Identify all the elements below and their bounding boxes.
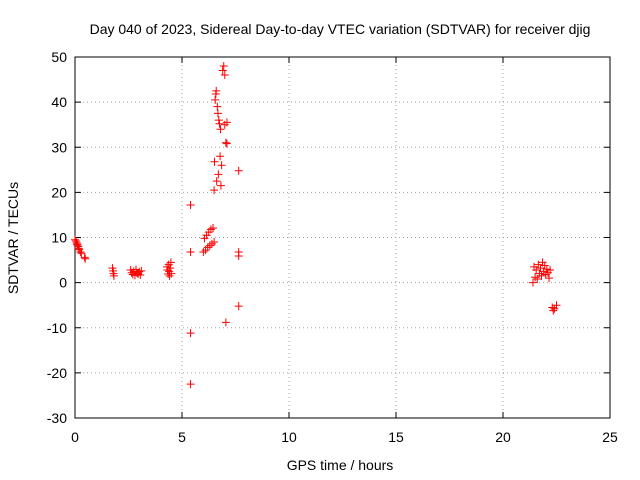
data-point	[221, 138, 230, 147]
x-tick-label: 25	[602, 429, 618, 445]
data-point	[167, 269, 176, 278]
data-point	[137, 266, 146, 275]
data-point	[210, 238, 219, 247]
data-point	[214, 116, 223, 125]
y-tick-label: -30	[47, 410, 67, 426]
data-point	[234, 252, 243, 261]
data-point	[166, 264, 175, 273]
data-point	[203, 243, 212, 252]
data-point	[109, 271, 118, 280]
x-axis-label: GPS time / hours	[287, 457, 394, 473]
y-tick-label: -10	[47, 320, 67, 336]
data-point	[211, 95, 220, 104]
data-point	[81, 254, 90, 263]
data-point	[216, 152, 225, 161]
data-point	[534, 260, 543, 269]
data-point	[80, 253, 89, 262]
data-point	[136, 270, 145, 279]
data-point	[542, 265, 551, 274]
data-point	[215, 119, 224, 128]
x-tick-label: 15	[388, 429, 404, 445]
data-point	[222, 139, 231, 148]
data-point	[77, 249, 86, 258]
data-point	[541, 270, 550, 279]
data-point	[206, 225, 215, 234]
data-point	[540, 261, 549, 270]
x-tick-label: 0	[71, 429, 79, 445]
data-point	[221, 318, 230, 327]
data-point	[216, 125, 225, 134]
data-point	[212, 177, 221, 186]
data-point	[234, 302, 243, 311]
data-points	[71, 62, 561, 389]
data-point	[212, 86, 221, 95]
data-point	[186, 247, 195, 256]
data-point	[214, 170, 223, 179]
data-point	[219, 62, 228, 71]
y-axis-label: SDTVAR / TECUs	[5, 182, 21, 294]
data-point	[537, 271, 546, 280]
data-point	[76, 247, 85, 256]
data-point	[210, 157, 219, 166]
data-point	[533, 275, 542, 284]
data-point	[220, 71, 229, 80]
x-tick-label: 10	[281, 429, 297, 445]
data-point	[209, 224, 218, 233]
data-point	[218, 66, 227, 75]
data-point	[213, 102, 222, 111]
x-axis-ticks: 0 5 10 15 20 25	[71, 57, 618, 445]
chart-grid	[75, 57, 610, 418]
data-point	[549, 306, 558, 315]
data-point	[210, 186, 219, 195]
data-point	[213, 109, 222, 118]
data-point	[550, 304, 559, 313]
data-point	[528, 278, 537, 287]
y-tick-label: 0	[59, 275, 67, 291]
x-tick-label: 5	[178, 429, 186, 445]
y-tick-label: 10	[51, 230, 67, 246]
data-point	[545, 274, 554, 283]
data-point	[186, 329, 195, 338]
data-point	[552, 301, 561, 310]
data-point	[205, 241, 214, 250]
data-point	[207, 239, 216, 248]
y-axis-ticks: -30 -20 -10 0 10 20 30 40 50	[47, 49, 610, 426]
data-point	[199, 247, 208, 256]
chart-title: Day 040 of 2023, Sidereal Day-to-day VTE…	[90, 21, 591, 37]
data-point	[217, 161, 226, 170]
data-point	[222, 118, 231, 127]
y-tick-label: 20	[51, 184, 67, 200]
data-point	[546, 265, 555, 274]
data-point	[166, 258, 175, 267]
y-tick-label: 50	[51, 49, 67, 65]
y-tick-label: 30	[51, 139, 67, 155]
data-point	[133, 269, 142, 278]
x-tick-label: 20	[495, 429, 511, 445]
data-point	[186, 380, 195, 389]
y-tick-label: -20	[47, 365, 67, 381]
y-tick-label: 40	[51, 94, 67, 110]
data-point	[186, 201, 195, 210]
data-point	[234, 166, 243, 175]
data-point	[532, 265, 541, 274]
data-point	[531, 273, 540, 282]
data-point	[216, 181, 225, 190]
